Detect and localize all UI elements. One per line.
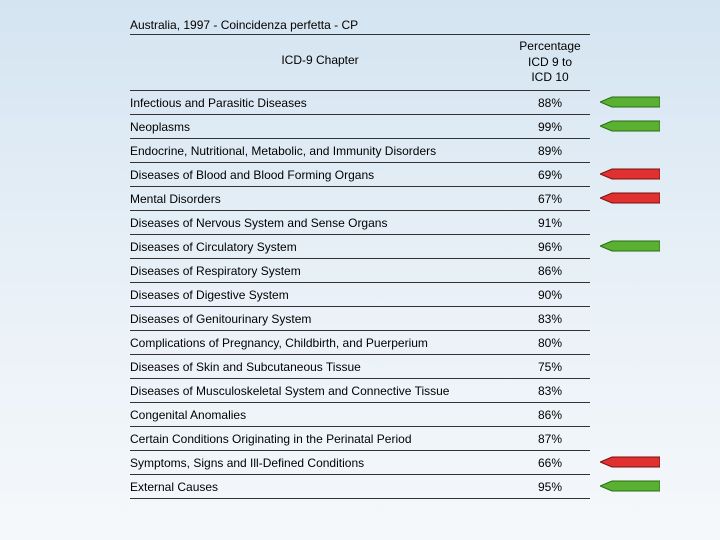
row-label: Diseases of Musculoskeletal System and C…	[130, 384, 510, 398]
row-label: Diseases of Genitourinary System	[130, 312, 510, 326]
table-row: Diseases of Circulatory System96%	[130, 235, 590, 259]
table-row: Neoplasms99%	[130, 115, 590, 139]
row-value: 80%	[510, 336, 590, 350]
table-row: Diseases of Digestive System90%	[130, 283, 590, 307]
header-col2-line3: ICD 10	[510, 70, 590, 86]
table-row: Diseases of Nervous System and Sense Org…	[130, 211, 590, 235]
table-row: Certain Conditions Originating in the Pe…	[130, 427, 590, 451]
table-row: Diseases of Blood and Blood Forming Orga…	[130, 163, 590, 187]
row-label: Mental Disorders	[130, 192, 510, 206]
row-value: 96%	[510, 240, 590, 254]
row-value: 88%	[510, 96, 590, 110]
table-body: Infectious and Parasitic Diseases88%Neop…	[130, 91, 590, 499]
row-label: Diseases of Skin and Subcutaneous Tissue	[130, 360, 510, 374]
row-value: 83%	[510, 384, 590, 398]
table-row: External Causes95%	[130, 475, 590, 499]
row-value: 86%	[510, 408, 590, 422]
table-row: Complications of Pregnancy, Childbirth, …	[130, 331, 590, 355]
red-arrow-icon	[600, 455, 660, 469]
header-col2: Percentage ICD 9 to ICD 10	[510, 39, 590, 86]
row-value: 90%	[510, 288, 590, 302]
row-label: Diseases of Circulatory System	[130, 240, 510, 254]
row-label: Endocrine, Nutritional, Metabolic, and I…	[130, 144, 510, 158]
table-row: Diseases of Genitourinary System83%	[130, 307, 590, 331]
row-value: 91%	[510, 216, 590, 230]
row-value: 75%	[510, 360, 590, 374]
row-label: Diseases of Digestive System	[130, 288, 510, 302]
row-label: Complications of Pregnancy, Childbirth, …	[130, 336, 510, 350]
row-value: 69%	[510, 168, 590, 182]
row-label: Diseases of Blood and Blood Forming Orga…	[130, 168, 510, 182]
slide-title: Australia, 1997 - Coincidenza perfetta -…	[130, 18, 590, 35]
table-row: Mental Disorders67%	[130, 187, 590, 211]
row-label: Neoplasms	[130, 120, 510, 134]
table-row: Diseases of Skin and Subcutaneous Tissue…	[130, 355, 590, 379]
green-arrow-icon	[600, 95, 660, 109]
table-row: Diseases of Musculoskeletal System and C…	[130, 379, 590, 403]
row-label: Congenital Anomalies	[130, 408, 510, 422]
row-value: 99%	[510, 120, 590, 134]
row-value: 67%	[510, 192, 590, 206]
row-value: 66%	[510, 456, 590, 470]
header-col2-line1: Percentage	[510, 39, 590, 55]
green-arrow-icon	[600, 119, 660, 133]
table-row: Diseases of Respiratory System86%	[130, 259, 590, 283]
slide-container: Australia, 1997 - Coincidenza perfetta -…	[0, 0, 720, 499]
header-col1: ICD-9 Chapter	[130, 39, 510, 86]
row-value: 83%	[510, 312, 590, 326]
header-col2-line2: ICD 9 to	[510, 55, 590, 71]
table-row: Infectious and Parasitic Diseases88%	[130, 91, 590, 115]
table-header: ICD-9 Chapter Percentage ICD 9 to ICD 10	[130, 35, 590, 91]
row-label: Diseases of Respiratory System	[130, 264, 510, 278]
table-row: Symptoms, Signs and Ill-Defined Conditio…	[130, 451, 590, 475]
table-row: Endocrine, Nutritional, Metabolic, and I…	[130, 139, 590, 163]
row-value: 87%	[510, 432, 590, 446]
red-arrow-icon	[600, 191, 660, 205]
green-arrow-icon	[600, 479, 660, 493]
red-arrow-icon	[600, 167, 660, 181]
table-row: Congenital Anomalies86%	[130, 403, 590, 427]
row-value: 95%	[510, 480, 590, 494]
green-arrow-icon	[600, 239, 660, 253]
row-label: Diseases of Nervous System and Sense Org…	[130, 216, 510, 230]
row-label: Symptoms, Signs and Ill-Defined Conditio…	[130, 456, 510, 470]
row-value: 86%	[510, 264, 590, 278]
row-label: External Causes	[130, 480, 510, 494]
row-label: Certain Conditions Originating in the Pe…	[130, 432, 510, 446]
row-label: Infectious and Parasitic Diseases	[130, 96, 510, 110]
row-value: 89%	[510, 144, 590, 158]
